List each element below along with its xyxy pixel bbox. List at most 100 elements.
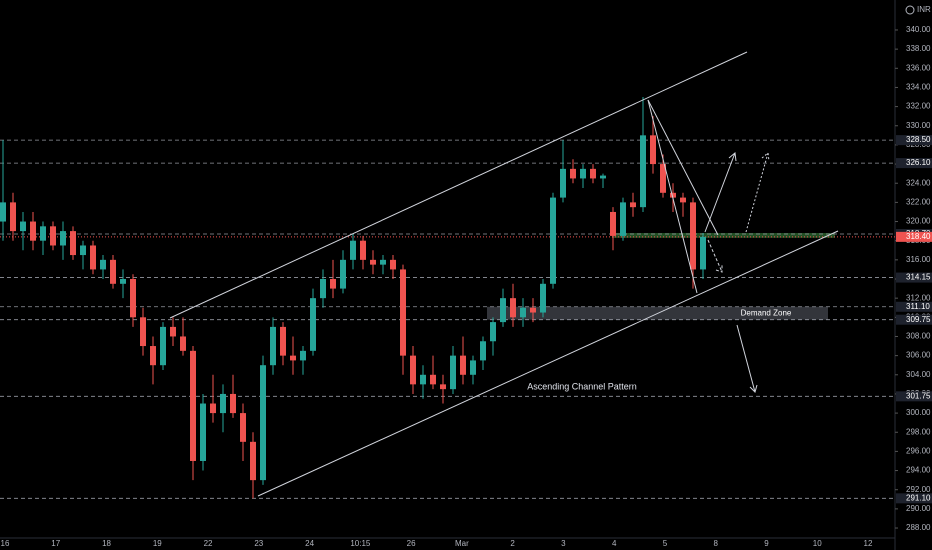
candle-body — [60, 231, 66, 246]
candle-body — [140, 317, 146, 347]
drawings — [169, 51, 839, 497]
channel-upper — [169, 51, 748, 319]
candle-body — [110, 259, 116, 284]
y-tick-label: 334.00 — [906, 83, 931, 92]
arrow-down — [736, 324, 758, 393]
x-tick-label: 10 — [813, 539, 822, 548]
y-tick-label: 308.00 — [906, 332, 931, 341]
trend-line — [647, 99, 698, 294]
candle-body — [700, 236, 706, 270]
x-tick-label: 5 — [663, 539, 668, 548]
trend-line — [647, 99, 719, 236]
candle-body — [0, 202, 6, 222]
level-label: 291.10 — [906, 493, 931, 502]
last-price-box — [896, 231, 932, 242]
channel-lower — [257, 230, 839, 497]
candle-body — [450, 355, 456, 390]
x-tick-label: 23 — [254, 539, 263, 548]
candle-body — [80, 245, 86, 256]
candle-body — [590, 168, 596, 179]
candle-body — [460, 355, 466, 375]
candle-body — [300, 350, 306, 361]
y-tick-label: 320.00 — [906, 217, 931, 226]
candle-body — [370, 259, 376, 265]
demand-zone-label: Demand Zone — [741, 308, 792, 317]
x-tick-label: 10:15 — [350, 539, 371, 548]
candle-body — [240, 413, 246, 442]
x-tick-label: 19 — [153, 539, 162, 548]
candle-body — [560, 168, 566, 198]
y-tick-label: 298.00 — [906, 427, 931, 436]
candle-body — [320, 279, 326, 299]
level-label-box — [896, 314, 932, 325]
candle-body — [210, 403, 216, 414]
y-tick-label: 288.00 — [906, 523, 931, 532]
candle-body — [510, 298, 516, 318]
x-tick-label: 18 — [102, 539, 111, 548]
candle-body — [430, 374, 436, 385]
y-tick-label: 300.00 — [906, 408, 931, 417]
y-tick-label: 324.00 — [906, 178, 931, 187]
candle-body — [350, 240, 356, 260]
y-tick-label: 312.00 — [906, 293, 931, 302]
candle-body — [470, 360, 476, 375]
candle-body — [340, 259, 346, 289]
y-tick-label: 290.00 — [906, 504, 931, 513]
x-tick-label: 9 — [764, 539, 769, 548]
resistance-zone — [612, 232, 835, 238]
candle-body — [150, 346, 156, 366]
level-label: 314.15 — [906, 273, 931, 282]
candle-body — [20, 221, 26, 232]
candle-body — [490, 322, 496, 342]
y-tick-label: 330.00 — [906, 121, 931, 130]
candle-body — [690, 202, 696, 270]
candle-body — [180, 336, 186, 351]
candle-body — [330, 279, 336, 289]
candle-body — [220, 393, 226, 414]
x-tick-label: 3 — [561, 539, 566, 548]
candle-body — [380, 259, 386, 265]
y-tick-label: 336.00 — [906, 63, 931, 72]
y-tick-label: 340.00 — [906, 25, 931, 34]
candle-body — [600, 175, 606, 179]
candle-body — [100, 259, 106, 270]
level-label: 328.50 — [906, 135, 931, 144]
candle-body — [290, 355, 296, 361]
level-label: 311.10 — [906, 302, 930, 311]
candle-body — [280, 326, 286, 356]
candle-body — [270, 326, 276, 366]
currency-icon — [905, 5, 915, 15]
level-label-box — [896, 301, 932, 312]
x-tick-label: 24 — [305, 539, 314, 548]
candle-body — [570, 168, 576, 179]
level-label-box — [896, 493, 932, 504]
x-tick-label: 12 — [864, 539, 873, 548]
arrow-up-dotted — [745, 152, 770, 233]
x-tick-label: 16 — [1, 539, 10, 548]
candle-body — [550, 197, 556, 284]
candle-body — [520, 307, 526, 318]
candle-body — [200, 403, 206, 461]
x-tick-label: 8 — [713, 539, 718, 548]
candle-body — [410, 355, 416, 385]
candle-body — [70, 231, 76, 256]
candle-body — [440, 384, 446, 390]
x-tick-label: 2 — [510, 539, 515, 548]
candle-body — [30, 221, 36, 241]
y-tick-label: 304.00 — [906, 370, 931, 379]
candle-body — [610, 211, 616, 236]
candle-body — [420, 374, 426, 385]
level-label-box — [896, 391, 932, 402]
candle-body — [120, 279, 126, 284]
x-tick-label: 4 — [612, 539, 617, 548]
candle-body — [400, 269, 406, 356]
x-tick-label: 22 — [204, 539, 213, 548]
candle-body — [540, 283, 546, 313]
candle-body — [130, 279, 136, 318]
candle-body — [160, 326, 166, 366]
candle-body — [620, 202, 626, 236]
candle-body — [90, 245, 96, 270]
candle-body — [630, 202, 636, 208]
